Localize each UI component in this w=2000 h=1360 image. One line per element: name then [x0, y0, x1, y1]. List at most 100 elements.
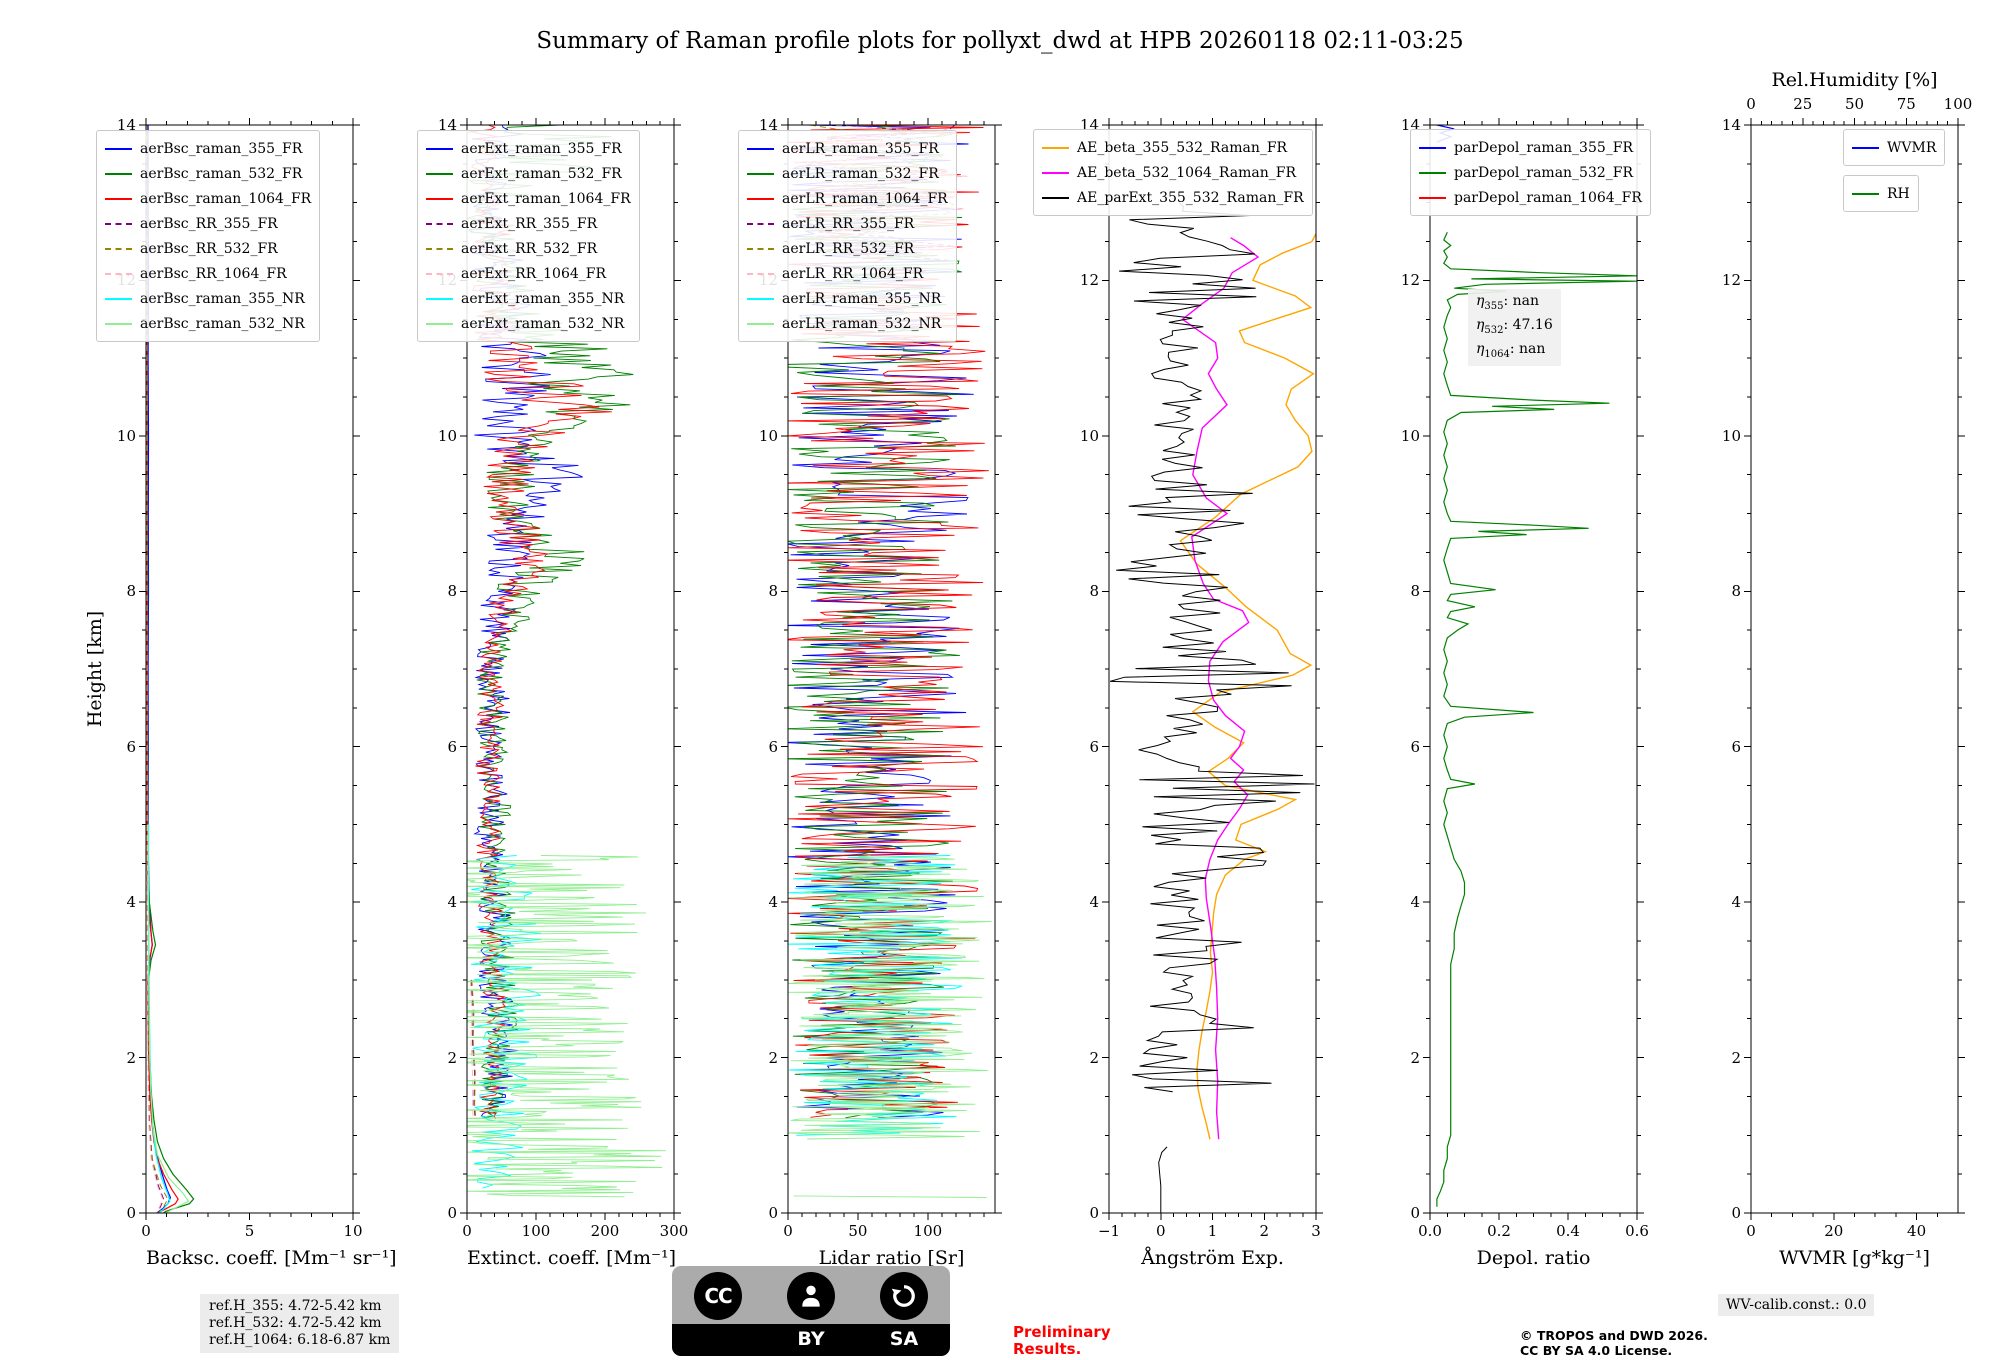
x-tick-label: 0.6: [1625, 1222, 1649, 1240]
cc-logo-icon: CC: [694, 1272, 742, 1320]
wavelength-subscript: 355: [1484, 300, 1504, 312]
y-tick-label: 10: [437, 426, 457, 445]
x-axis-label-wvmr: WVMR [g*kg⁻¹]: [1779, 1247, 1930, 1269]
legend-line-sample: [747, 172, 774, 175]
legend-label: aerExt_raman_355_FR: [461, 140, 622, 157]
legend-label: aerLR_raman_532_FR: [782, 165, 939, 182]
legend-label: aerLR_RR_1064_FR: [782, 265, 924, 282]
panel-backscatter: 024681012140510Backsc. coeff. [Mm⁻¹ sr⁻¹…: [96, 116, 397, 1269]
legend-line-sample: [105, 147, 132, 150]
panel-lidar-ratio: 02468101214050100Lidar ratio [Sr]aerLR_r…: [738, 116, 1002, 1269]
wavelength-subscript: 1064: [1484, 348, 1510, 360]
legend-item: aerExt_raman_532_FR: [426, 161, 631, 186]
y-tick-label: 2: [1089, 1048, 1099, 1067]
legend-item: RH: [1852, 181, 1910, 206]
eta-symbol: η: [1476, 293, 1485, 309]
x-tick-label: 0: [141, 1222, 151, 1240]
eta-symbol: η: [1476, 316, 1485, 333]
legend-item: parDepol_raman_532_FR: [1419, 160, 1642, 185]
x-tick-label: 3: [1311, 1222, 1321, 1240]
legend-line-sample: [105, 222, 132, 225]
panel-extinction: 024681012140100200300Extinct. coeff. [Mm…: [417, 116, 688, 1269]
y-tick-label: 0: [447, 1204, 457, 1222]
legend-wvmr: WVMR: [1843, 129, 1946, 166]
legend-line-sample: [426, 222, 453, 225]
sa-label: SA: [889, 1328, 919, 1350]
legend-label: aerLR_raman_532_NR: [782, 315, 942, 332]
top-axis-label: Rel.Humidity [%]: [1771, 69, 1938, 91]
y-tick-label: 8: [1410, 582, 1420, 601]
eta-calibration-annotation: η355: nan η532: 47.16 η1064: nan: [1468, 289, 1561, 367]
x-tick-label: 40: [1907, 1222, 1927, 1240]
y-tick-label: 2: [1410, 1048, 1420, 1067]
legend-label: aerLR_raman_1064_FR: [782, 190, 948, 207]
legend-item: aerBsc_raman_532_NR: [105, 311, 311, 336]
cc-badge-strip: BY SA: [672, 1324, 950, 1356]
y-tick-label: 10: [758, 426, 778, 445]
line-aerLR_raman_532_NR: [788, 855, 992, 1140]
legend-line-sample: [426, 172, 453, 175]
legend-line-sample: [426, 297, 453, 300]
legend-label: aerExt_raman_532_FR: [461, 165, 622, 182]
legend-item: aerExt_RR_1064_FR: [426, 261, 631, 286]
x-tick-label: 0.4: [1556, 1222, 1580, 1240]
legend-item: aerLR_raman_532_FR: [747, 161, 948, 186]
legend-line-sample: [105, 247, 132, 250]
legend-label: parDepol_raman_355_FR: [1454, 139, 1634, 156]
line-AE_parExt_355_532_Raman_FR: [1109, 202, 1315, 1093]
x-tick-label: 100: [521, 1222, 551, 1240]
y-tick-label: 8: [768, 582, 778, 601]
annotation-line: η532: 47.16: [1476, 316, 1553, 336]
annotation-line: η355: nan: [1476, 293, 1540, 312]
legend-line-sample: [105, 297, 132, 300]
y-tick-label: 10: [116, 426, 136, 445]
y-axis-label: Height [km]: [84, 610, 106, 728]
line-aerBsc_raman_355_NR: [147, 824, 171, 1213]
x-tick-label: 0: [462, 1222, 472, 1240]
x-tick-label: 0: [1155, 1222, 1166, 1240]
y-tick-label: 10: [1079, 426, 1099, 445]
axes-ticks-backscatter: [139, 118, 360, 1220]
x-tick-label: 0.0: [1418, 1222, 1442, 1240]
top-tick-label: 100: [1943, 95, 1973, 113]
x-tick-label: 0.2: [1487, 1222, 1511, 1240]
legend-label: aerLR_RR_355_FR: [782, 215, 915, 232]
legend-label: aerExt_raman_1064_FR: [461, 190, 631, 207]
axes-ticks-angstroem: [1102, 118, 1323, 1220]
share-alike-icon: [880, 1272, 928, 1320]
ref-height-532: ref.H_532: 4.72-5.42 km: [209, 1315, 382, 1331]
ref-height-355: ref.H_355: 4.72-5.42 km: [209, 1298, 382, 1314]
legend-line-sample: [747, 322, 774, 325]
axes-ticks-wvmr: [1744, 118, 1965, 1220]
figure-title: Summary of Raman profile plots for polly…: [536, 28, 1464, 54]
by-label: BY: [797, 1328, 825, 1350]
legend-item: aerLR_raman_355_NR: [747, 286, 948, 311]
preliminary-line1: Preliminary: [1013, 1323, 1111, 1341]
y-tick-label: 8: [126, 582, 136, 601]
y-tick-label: 12: [1079, 271, 1099, 290]
legend-item: aerBsc_raman_532_FR: [105, 161, 311, 186]
line-aerExt_raman_355_NR: [470, 855, 542, 1189]
legend-label: aerBsc_raman_532_FR: [140, 165, 303, 182]
axes-ticks-lidar-ratio: [781, 118, 1002, 1220]
x-tick-label: 10: [343, 1222, 363, 1240]
legend-line-sample: [426, 272, 453, 275]
eta-symbol: η: [1476, 340, 1485, 357]
x-tick-label: 300: [659, 1222, 689, 1240]
axes-ticks-depol-ratio: [1423, 118, 1644, 1220]
y-tick-label: 0: [768, 1204, 778, 1222]
legend-item: aerExt_RR_532_FR: [426, 236, 631, 261]
legend-depol-ratio: parDepol_raman_355_FR parDepol_raman_532_…: [1410, 129, 1651, 216]
legend-label: aerBsc_raman_355_FR: [140, 140, 303, 157]
legend-label: aerBsc_raman_355_NR: [140, 290, 305, 307]
legend-item: aerLR_RR_532_FR: [747, 236, 948, 261]
y-tick-label: 0: [1410, 1204, 1420, 1222]
y-tick-label: 14: [758, 116, 778, 134]
legend-line-sample: [1419, 171, 1446, 174]
panel-depol-ratio: 0 2 4 6 8 10 12 14 0.0 0.2 0.4 0.6 Depol. ratio parDe…: [1401, 116, 1651, 1269]
legend-item: aerLR_raman_355_FR: [747, 136, 948, 161]
y-tick-label: 6: [126, 737, 136, 756]
x-tick-label: 200: [590, 1222, 620, 1240]
x-tick-label: 1: [1207, 1222, 1218, 1240]
legend-label: aerExt_RR_1064_FR: [461, 265, 607, 282]
